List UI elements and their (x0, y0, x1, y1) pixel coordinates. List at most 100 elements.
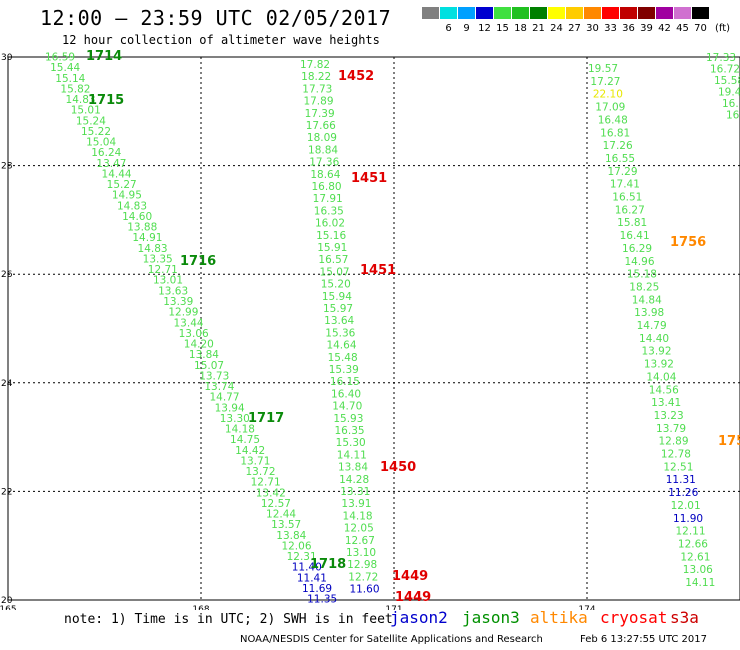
y-tick-label: 28 (1, 162, 13, 172)
y-tick-label: 30 (1, 53, 13, 63)
wave-height-value: 12.31 (287, 551, 317, 563)
wave-height-value: 17.26 (603, 140, 633, 152)
wave-height-value: 16.15 (330, 376, 360, 388)
x-tick-label: 171 (385, 605, 402, 610)
wave-height-value: 16.81 (600, 127, 630, 139)
wave-height-value: 19.57 (588, 63, 618, 75)
wave-height-value: 12.66 (678, 538, 708, 550)
wave-height-value: 17.89 (303, 96, 333, 108)
wave-height-value: 12.51 (663, 461, 693, 473)
wave-height-value: 13.44 (174, 317, 204, 329)
wave-height-value: 15.14 (55, 73, 85, 85)
wave-height-value: 15.20 (321, 279, 351, 291)
wave-height-value: 14.96 (624, 256, 654, 268)
wave-height-value: 11.26 (668, 487, 698, 499)
wave-height-value: 12.98 (347, 559, 377, 571)
y-tick-label: 26 (1, 270, 13, 280)
wave-height-value: 17.82 (300, 59, 330, 71)
wave-height-value: 15.04 (86, 137, 116, 149)
wave-height-value: 13.06 (179, 328, 209, 340)
wave-height-value: 11.35 (307, 594, 337, 606)
wave-height-value: 13.92 (641, 346, 671, 358)
scale-swatch (548, 7, 565, 19)
wave-height-value: 16.02 (315, 218, 345, 230)
wave-height-value: 12.71 (251, 477, 281, 489)
wave-height-value: 13.47 (96, 158, 126, 170)
wave-height-value: 15.91 (317, 242, 347, 254)
axis-tick-labels: 165168171174177302826242220 (0, 53, 596, 610)
time-label: 1718 (310, 557, 346, 572)
wave-height-value: 11.40 (292, 562, 322, 574)
wave-height-value: 22.10 (593, 89, 623, 101)
plot-frame (7, 56, 740, 601)
wave-height-value: 17.39 (305, 108, 335, 120)
scale-swatch (422, 7, 439, 19)
wave-height-value: 14.84 (632, 294, 662, 306)
time-label: 1714 (86, 49, 122, 64)
wave-height-value: 13.88 (127, 222, 157, 234)
wave-height-value: 15.58 (714, 75, 740, 87)
satellite-label-jason2: jason2 (390, 608, 448, 627)
x-tick-label: 174 (578, 605, 595, 610)
wave-height-value: 18.22 (301, 71, 331, 83)
scale-label: 45 (676, 23, 689, 34)
wave-height-value: 14.83 (138, 243, 168, 255)
wave-height-value: 15.22 (81, 126, 111, 138)
wave-height-value: 16.80 (312, 181, 342, 193)
time-label: 1451 (351, 171, 387, 186)
credit-line: NOAA/NESDIS Center for Satellite Applica… (240, 634, 543, 645)
wave-height-value: 14.04 (646, 371, 676, 383)
wave-height-value: 14.11 (685, 577, 715, 589)
wave-height-value: 14.20 (184, 339, 214, 351)
wave-height-value: 19.4 (718, 87, 740, 99)
wave-height-value: 17.09 (595, 102, 625, 114)
wave-height-value: 13.84 (338, 462, 368, 474)
wave-height-value: 11.90 (673, 513, 703, 525)
wave-height-value: 11.41 (297, 572, 327, 584)
wave-height-value: 17.27 (590, 76, 620, 88)
scale-swatch (512, 7, 529, 19)
wave-height-value: 12.89 (658, 436, 688, 448)
wave-height-value: 17.29 (607, 166, 637, 178)
wave-height-value: 11.69 (302, 583, 332, 595)
scale-swatch (602, 7, 619, 19)
wave-height-value: 15.18 (627, 269, 657, 281)
wave-height-value: 15.48 (328, 352, 358, 364)
wave-height-value: 12.57 (261, 498, 291, 510)
scale-swatch (692, 7, 709, 19)
wave-height-value: 16.57 (318, 254, 348, 266)
x-tick-label: 165 (0, 605, 17, 610)
wave-height-value: 16.24 (91, 147, 121, 159)
wave-height-value: 13.84 (189, 349, 219, 361)
scale-label: 70 (694, 23, 707, 34)
time-label: 1449 (395, 590, 431, 605)
wave-height-value: 15.07 (194, 360, 224, 372)
wave-height-value: 13.39 (163, 296, 193, 308)
scale-label: 42 (658, 23, 671, 34)
scale-unit: (ft) (715, 23, 731, 34)
scale-label: 27 (568, 23, 581, 34)
wave-height-value: 16 (726, 110, 740, 122)
wave-height-value: 12.71 (148, 264, 178, 276)
wave-height-value: 13.71 (240, 455, 270, 467)
wave-height-value: 15.44 (50, 62, 80, 74)
satellite-label-s3a: s3a (670, 608, 699, 627)
wave-height-value: 16.51 (612, 192, 642, 204)
scale-swatch (476, 7, 493, 19)
time-label: 175 (718, 434, 740, 449)
wave-height-value: 13.72 (245, 466, 275, 478)
scale-swatch (638, 7, 655, 19)
wave-height-value: 13.92 (644, 359, 674, 371)
wave-height-value: 16.48 (598, 114, 628, 126)
time-label: 1715 (88, 93, 124, 108)
wave-height-value: 13.91 (341, 498, 371, 510)
wave-height-value: 13.64 (324, 315, 354, 327)
wave-height-value: 14.64 (326, 340, 356, 352)
scale-swatch (566, 7, 583, 19)
wave-height-value: 15.81 (617, 217, 647, 229)
wave-height-value: 13.30 (220, 413, 250, 425)
time-label: 1449 (392, 569, 428, 584)
wave-height-value: 13.63 (158, 285, 188, 297)
wave-height-value: 15.27 (107, 179, 137, 191)
scale-swatch (440, 7, 457, 19)
